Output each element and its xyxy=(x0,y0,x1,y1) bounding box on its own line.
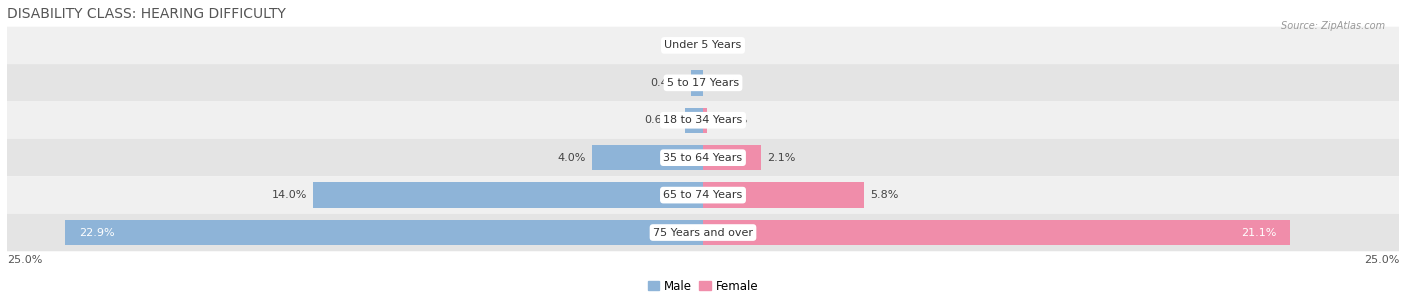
Text: DISABILITY CLASS: HEARING DIFFICULTY: DISABILITY CLASS: HEARING DIFFICULTY xyxy=(7,7,285,21)
Bar xyxy=(703,107,707,133)
Text: 21.1%: 21.1% xyxy=(1241,228,1277,237)
Text: 65 to 74 Years: 65 to 74 Years xyxy=(664,190,742,200)
Bar xyxy=(703,220,1291,245)
Text: 2.1%: 2.1% xyxy=(768,153,796,163)
FancyBboxPatch shape xyxy=(7,176,1399,214)
Bar xyxy=(685,107,703,133)
Bar xyxy=(592,145,703,170)
Text: 75 Years and over: 75 Years and over xyxy=(652,228,754,237)
Legend: Male, Female: Male, Female xyxy=(643,275,763,297)
Text: Under 5 Years: Under 5 Years xyxy=(665,40,741,50)
Bar xyxy=(314,182,703,208)
Text: 5.8%: 5.8% xyxy=(870,190,898,200)
Bar xyxy=(703,145,762,170)
Text: 18 to 34 Years: 18 to 34 Years xyxy=(664,115,742,125)
Text: 5 to 17 Years: 5 to 17 Years xyxy=(666,78,740,88)
FancyBboxPatch shape xyxy=(7,64,1399,102)
Text: 25.0%: 25.0% xyxy=(1364,255,1399,265)
FancyBboxPatch shape xyxy=(7,214,1399,251)
Text: 22.9%: 22.9% xyxy=(79,228,115,237)
Bar xyxy=(66,220,703,245)
Bar xyxy=(703,182,865,208)
Text: 14.0%: 14.0% xyxy=(273,190,308,200)
FancyBboxPatch shape xyxy=(7,102,1399,139)
FancyBboxPatch shape xyxy=(7,139,1399,176)
Text: 35 to 64 Years: 35 to 64 Years xyxy=(664,153,742,163)
Text: 4.0%: 4.0% xyxy=(558,153,586,163)
Text: 0.0%: 0.0% xyxy=(711,78,740,88)
Bar xyxy=(690,70,703,95)
Text: 25.0%: 25.0% xyxy=(7,255,42,265)
Text: 0.13%: 0.13% xyxy=(713,115,748,125)
Text: Source: ZipAtlas.com: Source: ZipAtlas.com xyxy=(1281,21,1385,32)
Text: 0.43%: 0.43% xyxy=(650,78,686,88)
Text: 0.64%: 0.64% xyxy=(644,115,679,125)
FancyBboxPatch shape xyxy=(7,27,1399,64)
Text: 0.0%: 0.0% xyxy=(666,40,695,50)
Text: 0.0%: 0.0% xyxy=(711,40,740,50)
